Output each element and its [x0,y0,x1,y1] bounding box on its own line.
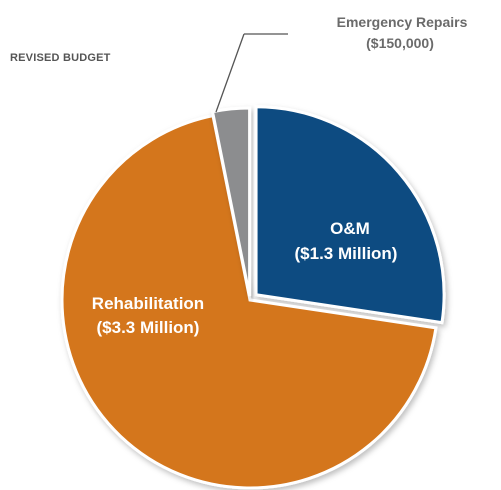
pie-slice-rehabilitation [60,113,438,490]
rehabilitation-label: Rehabilitation [92,294,204,313]
om-slice-label: O&M ($1.3 Million) [295,219,398,263]
emergency-repairs-value: ($150,000) [366,35,434,51]
callout-leader-line [215,33,245,113]
rehabilitation-slice-label: Rehabilitation ($3.3 Million) [92,294,204,337]
om-label: O&M [330,219,370,238]
chart-title: REVISED BUDGET [10,52,111,64]
pie-slice-o-m [254,105,446,325]
om-value: ($1.3 Million) [295,244,398,263]
emergency-repairs-label: Emergency Repairs [337,14,468,30]
emergency-repairs-callout: Emergency Repairs ($150,000) [215,14,468,113]
pie-slice-emergency-repairs [210,106,252,297]
rehabilitation-value: ($3.3 Million) [97,318,200,337]
pie-group [60,105,446,490]
